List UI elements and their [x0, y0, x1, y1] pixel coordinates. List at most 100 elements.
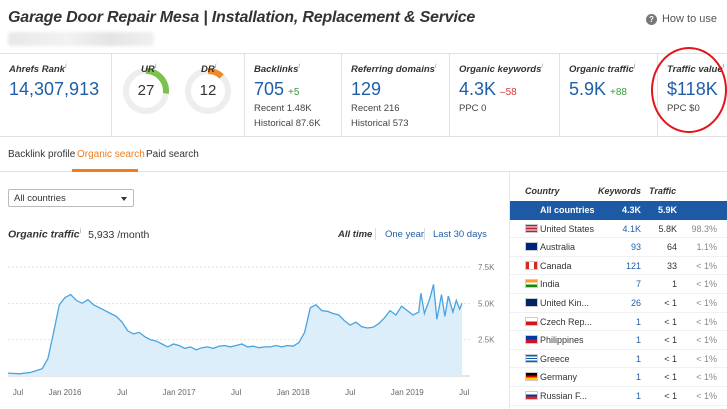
blurred-url — [8, 32, 154, 46]
ur-label: URi — [141, 63, 157, 76]
country-keywords[interactable]: 1 — [635, 372, 641, 383]
ur-dr-cell: URi 27 DRi 12 — [112, 54, 245, 137]
page-title: Garage Door Repair Mesa | Installation, … — [8, 9, 476, 26]
country-traffic-share: < 1% — [696, 353, 717, 364]
country-keywords[interactable]: 4.1K — [622, 223, 641, 234]
flag-au-icon — [525, 242, 538, 252]
flag-in-icon — [525, 279, 538, 289]
country-keywords[interactable]: 1 — [635, 390, 641, 401]
country-keywords[interactable]: 7 — [635, 279, 641, 290]
chevron-down-icon — [121, 197, 127, 201]
dr-gauge-arc — [185, 68, 231, 114]
organic-traffic-cell: Organic traffici 5.9K +88 — [560, 54, 658, 137]
organic-traffic-chart: 7.5K 5.0K 2.5K Jul Jan 2016 Jul Jan 2017 Jul Jan… — [7, 263, 495, 397]
country-traffic: < 1 — [664, 353, 677, 364]
country-row[interactable]: United States 4.1K 5.8K 98.3% — [510, 220, 727, 239]
country-row[interactable]: Philippines 1 < 1 < 1% — [510, 331, 727, 350]
country-name: Canada — [540, 260, 572, 271]
country-traffic: 1 — [671, 279, 677, 290]
country-name: Australia — [540, 242, 576, 253]
country-select-value: All countries — [14, 193, 66, 204]
country-row[interactable]: Russian F... 1 < 1 < 1% — [510, 387, 727, 406]
help-icon: ? — [645, 13, 657, 25]
country-traffic-share: < 1% — [696, 279, 717, 290]
country-select[interactable]: All countries — [8, 189, 134, 207]
country-row[interactable]: Australia 93 64 1.1% — [510, 238, 727, 257]
flag-us-icon — [525, 223, 538, 233]
country-keywords[interactable]: 1 — [635, 316, 641, 327]
ahrefs-rank-cell: Ahrefs Ranki 14,307,913 — [0, 54, 112, 137]
country-traffic-share: < 1% — [696, 260, 717, 271]
country-name: Philippines — [540, 335, 584, 346]
country-keywords[interactable]: 1 — [635, 335, 641, 346]
country-traffic: < 1 — [664, 372, 677, 383]
range-last-30-days[interactable]: Last 30 days — [433, 229, 487, 240]
organic-keywords-value[interactable]: 4.3K — [459, 79, 497, 100]
dr-value: 12 — [199, 82, 217, 99]
range-one-year[interactable]: One year — [385, 229, 425, 240]
backlinks-value[interactable]: 705 — [254, 79, 285, 100]
country-name: United States — [540, 223, 595, 234]
country-traffic-share: 1.1% — [696, 242, 717, 253]
country-traffic: 64 — [666, 242, 677, 253]
country-name: Greece — [540, 353, 570, 364]
country-row[interactable]: Germany 1 < 1 < 1% — [510, 368, 727, 387]
country-traffic: < 1 — [664, 390, 677, 401]
metrics-bar: Ahrefs Ranki 14,307,913 URi 27 DRi 12 Ba… — [0, 53, 727, 137]
country-keywords[interactable]: 4.3K — [621, 205, 641, 215]
x-tick-label: Jan 2018 — [277, 388, 310, 397]
tab-paid-search[interactable]: Paid search — [146, 149, 199, 160]
x-tick-label: Jul — [231, 388, 241, 397]
rating-gauges — [123, 68, 231, 114]
ur-gauge-arc — [123, 68, 169, 114]
flag-de-icon — [525, 372, 538, 382]
country-row[interactable]: Greece 1 < 1 < 1% — [510, 350, 727, 369]
country-row[interactable]: Canada 121 33 < 1% — [510, 257, 727, 276]
x-tick-label: Jan 2019 — [391, 388, 424, 397]
ahrefs-rank-value: 14,307,913 — [9, 79, 100, 100]
referring-domains-cell: Referring domainsi 129 Recent 216 Histor… — [342, 54, 450, 137]
traffic-value-value: $118K — [667, 79, 718, 100]
traffic-line — [7, 284, 463, 375]
country-name: Czech Rep... — [540, 316, 593, 327]
country-traffic: < 1 — [664, 335, 677, 346]
country-name: All countries — [540, 205, 595, 215]
tab-backlink-profile[interactable]: Backlink profile — [8, 149, 76, 160]
organic-traffic-value[interactable]: 5.9K — [569, 79, 607, 100]
country-row[interactable]: United Kin... 26 < 1 < 1% — [510, 294, 727, 313]
how-to-use-label: How to use — [661, 13, 717, 25]
country-traffic: < 1 — [664, 316, 677, 327]
country-keywords[interactable]: 93 — [630, 242, 641, 253]
range-all-time[interactable]: All time — [338, 229, 373, 240]
country-traffic: 5.9K — [657, 205, 677, 215]
country-row[interactable]: Czech Rep... 1 < 1 < 1% — [510, 313, 727, 332]
organic-keywords-cell: Organic keywordsi 4.3K –58 PPC 0 — [450, 54, 560, 137]
flag-ru-icon — [525, 390, 538, 400]
country-traffic-share: 98.3% — [691, 223, 717, 234]
organic-traffic-heading: Organic traffici 5,933 /month — [8, 228, 150, 241]
how-to-use-link[interactable]: ? How to use — [645, 13, 717, 25]
flag-gr-icon — [525, 353, 538, 363]
traffic-area — [8, 284, 462, 376]
country-name: United Kin... — [540, 297, 590, 308]
country-keywords[interactable]: 121 — [625, 260, 641, 271]
flag-gb-icon — [525, 297, 538, 307]
y-tick-label: 2.5K — [478, 336, 495, 345]
country-keywords[interactable]: 26 — [630, 297, 641, 308]
x-tick-label: Jul — [345, 388, 355, 397]
country-name: Germany — [540, 372, 578, 383]
section-tabs: Backlink profile Organic search Paid sea… — [0, 138, 727, 172]
tab-organic-search[interactable]: Organic search — [77, 149, 145, 160]
flag-cz-icon — [525, 316, 538, 326]
country-row[interactable]: All countries 4.3K 5.9K — [510, 201, 727, 220]
organic-traffic-monthly: 5,933 /month — [88, 228, 150, 241]
country-traffic-share: < 1% — [696, 297, 717, 308]
referring-domains-value[interactable]: 129 — [351, 79, 382, 100]
flag-ca-icon — [525, 260, 538, 270]
country-row[interactable]: India 7 1 < 1% — [510, 275, 727, 294]
x-tick-label: Jan 2016 — [49, 388, 82, 397]
country-traffic-share: < 1% — [696, 316, 717, 327]
country-keywords[interactable]: 1 — [635, 353, 641, 364]
x-tick-label: Jul — [117, 388, 127, 397]
country-traffic: 33 — [666, 260, 677, 271]
